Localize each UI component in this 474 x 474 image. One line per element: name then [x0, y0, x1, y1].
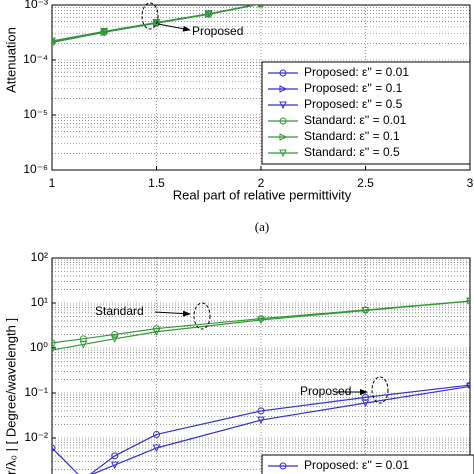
marker [110, 335, 119, 343]
y-tick-label: 10⁻³ [24, 0, 48, 11]
series-line [52, 5, 258, 42]
annotation-arrow [154, 310, 191, 317]
legend-label: Standard: ε'' = 0.1 [304, 129, 400, 143]
annotation-ellipse [371, 376, 389, 404]
y-tick-label: 10⁻² [24, 430, 48, 444]
marker [100, 27, 109, 36]
y-tick-label: 10⁰ [30, 340, 48, 354]
marker [52, 37, 56, 46]
legend-box [261, 454, 474, 474]
legend-label: Proposed: ε'' = 0.01 [304, 65, 409, 79]
marker [111, 452, 119, 460]
legend-marker [279, 133, 288, 141]
marker [466, 297, 470, 306]
y-axis-label: Attenuation [3, 27, 18, 93]
marker [361, 307, 370, 315]
y-tick-label: 10² [31, 250, 48, 264]
annotation-ellipse [193, 302, 211, 330]
x-tick-label: 1 [49, 176, 56, 190]
marker [152, 444, 161, 453]
marker [257, 316, 265, 325]
marker [466, 382, 470, 391]
series-group [52, 297, 470, 474]
marker [257, 315, 265, 323]
legend-marker [279, 101, 287, 110]
marker [52, 339, 56, 347]
marker [52, 346, 56, 355]
series-group [52, 5, 265, 46]
annotation-ellipse [141, 2, 159, 30]
legend-label: Proposed: ε'' = 0.01 [304, 458, 409, 472]
legend-label: Standard: ε'' = 0.5 [304, 145, 400, 159]
y-tick-label: 10⁻⁶ [23, 162, 48, 176]
marker [111, 330, 119, 338]
marker [466, 381, 470, 389]
series-line [91, 385, 470, 474]
marker [152, 328, 161, 336]
legend-marker [279, 85, 288, 93]
annotation: Proposed [192, 24, 243, 38]
marker [361, 399, 370, 408]
marker [153, 430, 160, 438]
x-tick-label: 3 [467, 176, 474, 190]
plot-frame [51, 257, 471, 474]
y-tick-label: 10⁻⁴ [23, 52, 48, 66]
y-tick-label: 10¹ [31, 295, 48, 309]
marker [257, 416, 265, 425]
legend-marker [279, 149, 287, 158]
legend-label: Standard: ε'' = 0.01 [304, 113, 407, 127]
annotation: Proposed [300, 384, 351, 398]
legend-box [261, 61, 471, 165]
marker [257, 407, 265, 415]
marker [257, 5, 263, 8]
legend-marker [279, 462, 287, 470]
marker [110, 461, 119, 470]
legend-marker [279, 69, 287, 77]
marker [79, 340, 88, 349]
marker [152, 19, 161, 27]
y-tick-label: 10⁻¹ [24, 385, 48, 399]
annotation-arrow [157, 23, 191, 32]
marker [52, 444, 56, 452]
legend-label: Proposed: ε'' = 0.5 [304, 97, 403, 111]
x-tick-label: 2 [258, 176, 265, 190]
caption: (a) [255, 219, 269, 234]
x-tick-label: 2.5 [357, 176, 374, 190]
legend-label: Proposed: ε'' = 0.1 [304, 81, 403, 95]
y-axis-label: or/λ₀ | [ Degree/wavelength ] [3, 318, 18, 474]
marker [204, 10, 213, 18]
x-axis-label: Real part of relative permittivity [173, 187, 352, 202]
annotation: Standard [95, 304, 144, 318]
legend-marker [279, 117, 287, 125]
y-tick-label: 10⁻⁵ [23, 107, 48, 121]
series-line [52, 384, 470, 474]
series-line [52, 300, 470, 351]
x-tick-label: 1.5 [148, 176, 165, 190]
